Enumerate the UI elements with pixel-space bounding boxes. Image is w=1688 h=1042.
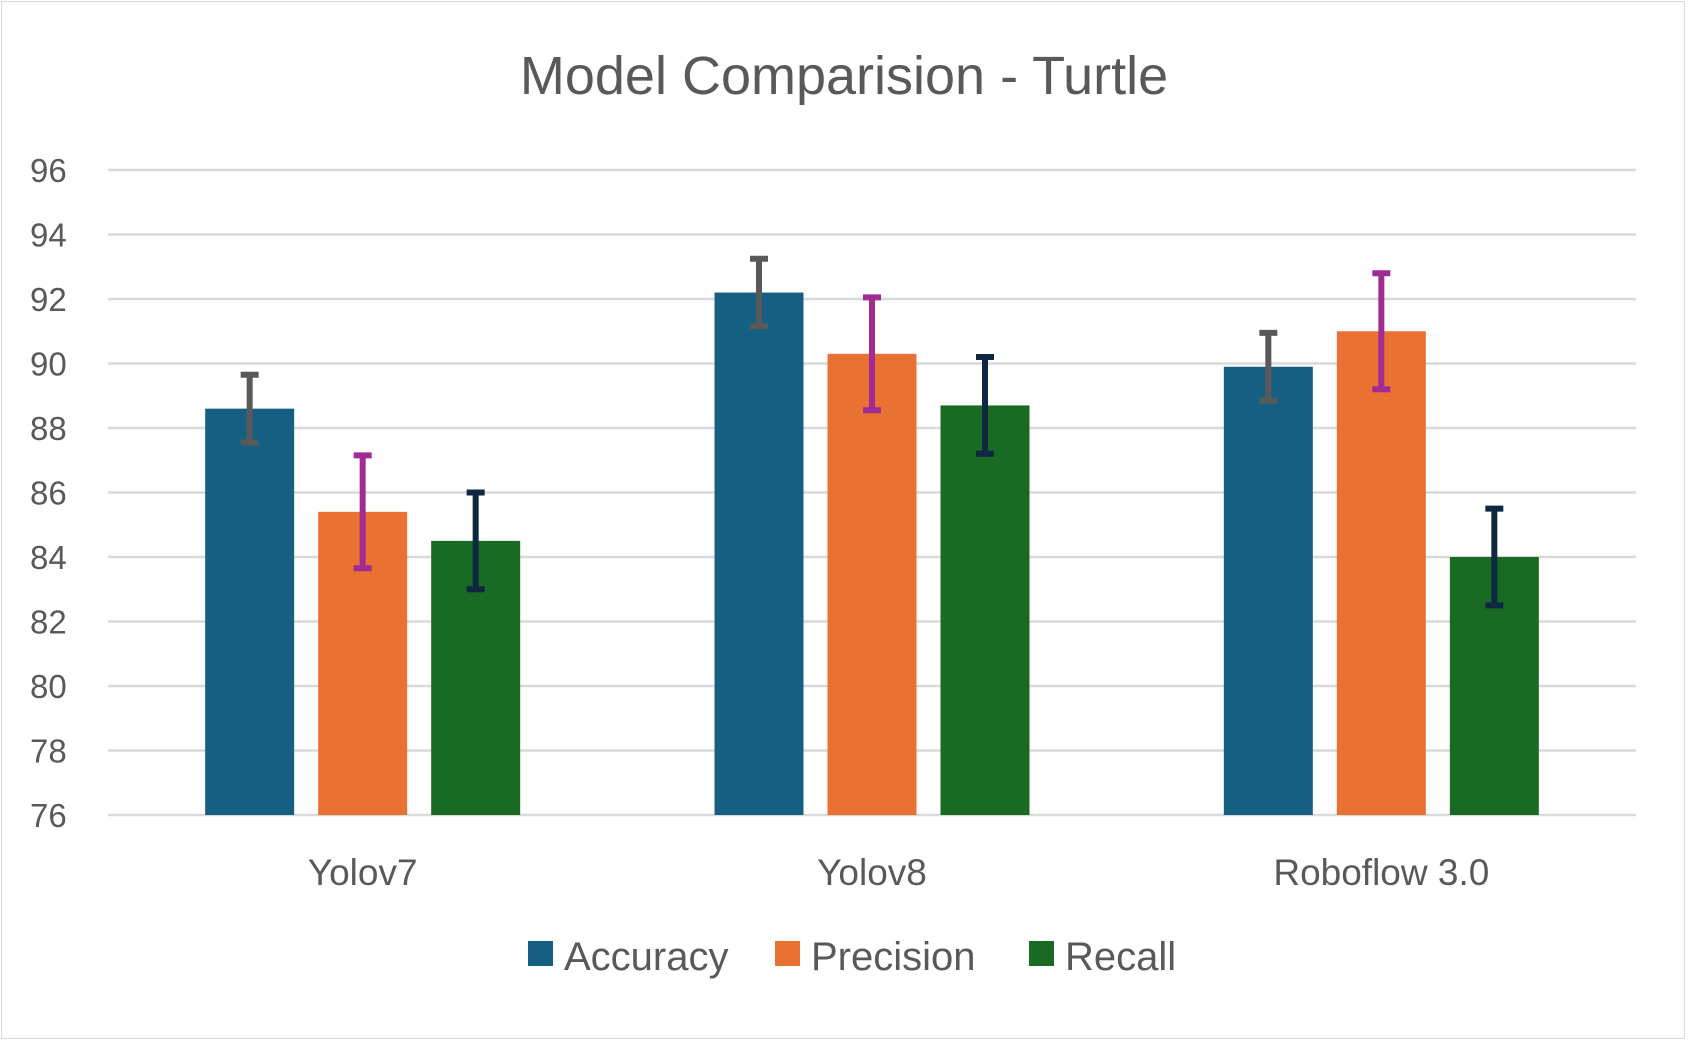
bar-accuracy-roboflow-3-0 [1223,366,1313,815]
legend-item-precision: Precision [775,935,976,979]
bar-accuracy-yolov7 [205,408,295,815]
error-bar-recall-roboflow-3-0 [1485,505,1504,609]
y-tick-label: 92 [30,281,67,318]
legend-item-accuracy: Accuracy [528,935,729,979]
legend-label: Accuracy [564,935,729,979]
error-bars [240,255,1504,609]
y-tick-label: 82 [30,604,67,641]
y-tick-label: 86 [30,475,67,512]
y-tick-label: 88 [30,410,67,447]
y-tick-label: 84 [30,539,67,576]
bar-precision-roboflow-3-0 [1336,331,1426,815]
chart-title: Model Comparision - Turtle [520,46,1168,106]
legend-label: Precision [811,935,976,979]
y-tick-label: 96 [30,152,67,189]
bar-accuracy-yolov8 [714,292,804,815]
x-category-label: Yolov8 [817,852,927,893]
bars [205,292,1539,815]
legend-swatch [528,941,553,966]
bar-precision-yolov8 [827,353,917,815]
error-bar-recall-yolov7 [466,489,485,593]
y-tick-label: 94 [30,217,67,254]
error-bar-precision-yolov7 [353,452,372,572]
y-axis-tick-labels: 76 78 80 82 84 86 88 90 92 94 96 [30,152,67,834]
x-category-label: Yolov7 [308,852,418,893]
error-bar-recall-yolov8 [976,354,994,457]
y-tick-label: 90 [30,346,67,383]
error-bar-precision-roboflow-3-0 [1372,270,1391,393]
y-tick-label: 76 [30,797,67,834]
legend: Accuracy Precision Recall [528,935,1176,979]
legend-swatch [1029,941,1054,966]
legend-swatch [775,941,800,966]
error-bar-accuracy-roboflow-3-0 [1259,329,1278,404]
x-category-label: Roboflow 3.0 [1273,852,1489,893]
error-bar-accuracy-yolov7 [240,371,259,446]
legend-item-recall: Recall [1029,935,1176,979]
error-bar-accuracy-yolov8 [750,255,768,330]
y-tick-label: 78 [30,733,67,770]
bar-recall-yolov8 [940,405,1030,815]
error-bar-precision-yolov8 [863,294,881,414]
x-axis-category-labels: Yolov7 Yolov8 Roboflow 3.0 [308,852,1490,893]
legend-label: Recall [1065,935,1176,979]
y-tick-label: 80 [30,668,67,705]
